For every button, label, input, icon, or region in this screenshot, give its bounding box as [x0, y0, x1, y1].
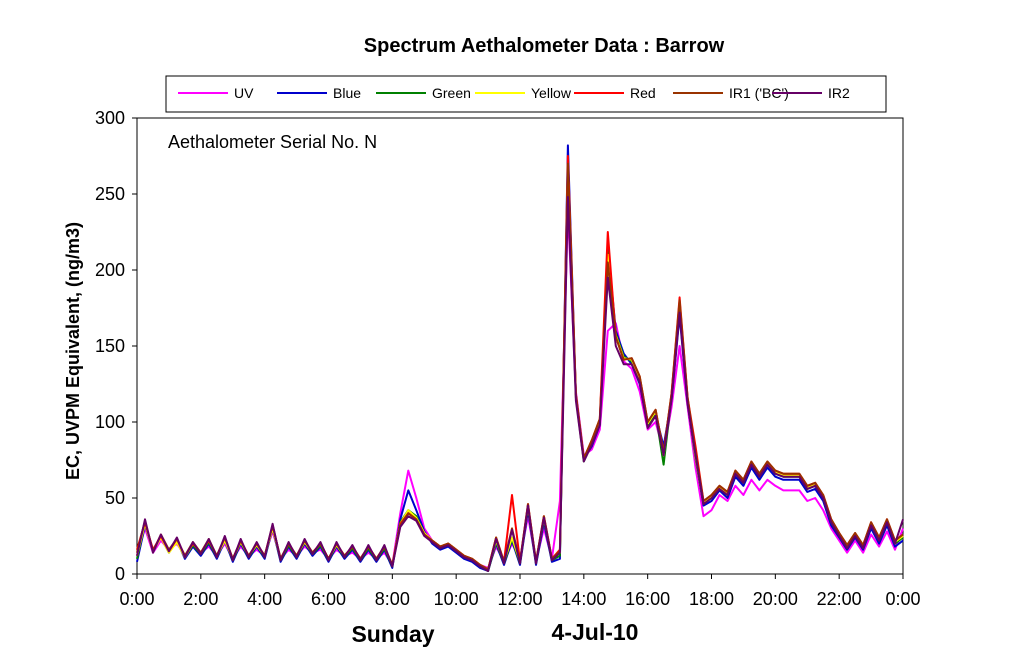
legend-label-ir1-bc: IR1 ('BC') — [729, 85, 789, 101]
serial-annotation: Aethalometer Serial No. N — [168, 132, 377, 152]
y-axis-label: EC, UVPM Equivalent, (ng/m3) — [63, 222, 83, 480]
x-axis: 0:00 2:00 4:00 6:00 8:00 10:00 12:00 14:00 16:00… — [119, 574, 921, 609]
x-tick-label: 6:00 — [311, 589, 346, 609]
legend-label-yellow: Yellow — [531, 85, 572, 101]
legend: UV Blue Green Yellow Red IR1 ('BC') IR2 — [165, 75, 887, 113]
x-tick-label: 22:00 — [817, 589, 862, 609]
x-tick-label: 14:00 — [561, 589, 606, 609]
x-tick-label: 12:00 — [497, 589, 542, 609]
legend-label-green: Green — [432, 85, 471, 101]
x-tick-label: 0:00 — [119, 589, 154, 609]
y-tick-label: 50 — [105, 488, 125, 508]
x-tick-label: 4:00 — [247, 589, 282, 609]
legend-label-red: Red — [630, 85, 656, 101]
plot-frame — [136, 117, 904, 575]
x-tick-label: 0:00 — [885, 589, 920, 609]
x-tick-label: 20:00 — [753, 589, 798, 609]
y-tick-label: 150 — [95, 336, 125, 356]
y-tick-label: 300 — [95, 108, 125, 128]
plot-area: 0 50 100 150 200 250 300 0:00 2:00 4:00 6:00 8:00 1… — [95, 108, 921, 609]
x-tick-label: 2:00 — [183, 589, 218, 609]
x-tick-label: 16:00 — [625, 589, 670, 609]
legend-items: UV Blue Green Yellow Red IR1 ('BC') IR2 — [178, 85, 850, 101]
x-label-day: Sunday — [351, 621, 434, 647]
series-line-ir2 — [136, 196, 904, 572]
y-tick-label: 0 — [115, 564, 125, 584]
y-tick-label: 200 — [95, 260, 125, 280]
x-tick-label: 10:00 — [434, 589, 479, 609]
legend-label-blue: Blue — [333, 85, 361, 101]
x-tick-label: 18:00 — [689, 589, 734, 609]
y-tick-label: 100 — [95, 412, 125, 432]
x-tick-label: 8:00 — [375, 589, 410, 609]
y-tick-label: 250 — [95, 184, 125, 204]
legend-label-uv: UV — [234, 85, 254, 101]
legend-label-ir2: IR2 — [828, 85, 850, 101]
x-label-date: 4-Jul-10 — [552, 619, 639, 645]
y-axis: 0 50 100 150 200 250 300 — [95, 108, 137, 584]
chart-title: Spectrum Aethalometer Data : Barrow — [364, 35, 725, 57]
series-line-blue — [136, 144, 904, 572]
series-lines — [136, 144, 904, 572]
